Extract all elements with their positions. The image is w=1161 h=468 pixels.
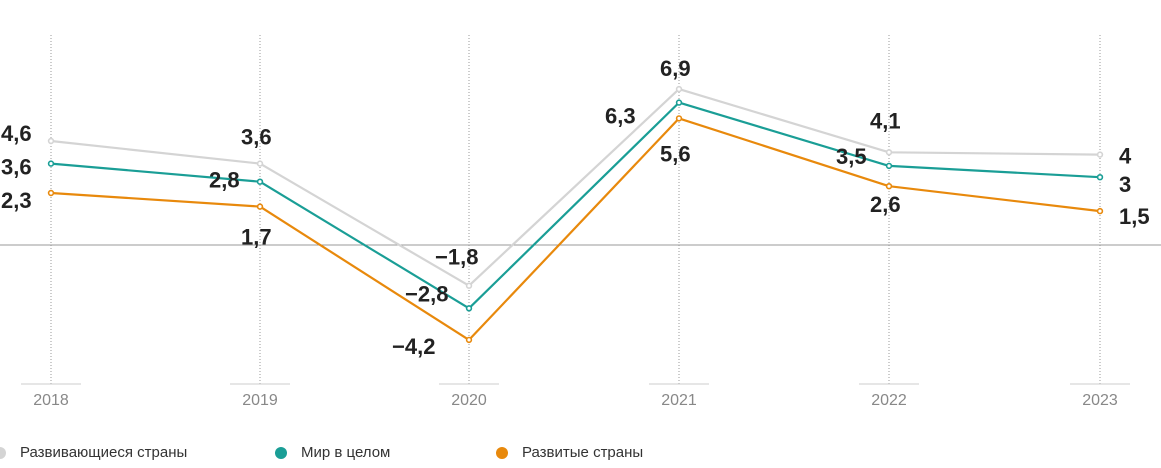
x-tick-2020: 2020	[451, 392, 487, 409]
data-label-developed-2021: 5,6	[660, 141, 691, 166]
data-label-developed-2023: 1,5	[1119, 204, 1150, 229]
series-line-developed	[50, 117, 1101, 341]
data-labels: 4,6 3,6−1,86,94,143,62,8−2,86,33,532,31,7…	[1, 56, 1150, 359]
point-developing-2019	[256, 160, 264, 167]
legend-label-world: Мир в целом	[301, 444, 391, 461]
data-label-developed-2022: 2,6	[870, 192, 901, 217]
series-line-developing	[50, 87, 1101, 287]
point-world-2023	[1096, 174, 1104, 181]
data-label-developing-2019: 3,6	[241, 125, 272, 150]
legend-dot-developed	[496, 446, 508, 459]
x-tick-2021: 2021	[661, 392, 697, 409]
data-label-world-2023: 3	[1119, 172, 1131, 197]
grid	[0, 35, 1161, 385]
legend-label-developing: Развивающиеся страны	[20, 444, 188, 461]
point-developed-2018	[47, 189, 55, 197]
data-label-developing-2020: −1,8	[435, 245, 478, 270]
x-tick-2018: 2018	[33, 392, 69, 409]
data-label-developed-2018: 2,3	[1, 188, 32, 213]
data-label-developing-2018: 4,6	[1, 121, 32, 146]
legend-item-developing: Развивающиеся страны	[0, 444, 187, 461]
point-developed-2023	[1096, 207, 1104, 215]
point-developing-2018	[47, 137, 55, 145]
point-world-2022	[885, 162, 893, 170]
data-label-world-2022: 3,5	[836, 144, 867, 169]
point-world-2018	[47, 160, 55, 167]
x-axis-ticks: 2018 2019 2020 2021 2022 2023	[33, 392, 1118, 409]
data-label-world-2021: 6,3	[605, 104, 636, 129]
legend-dot-world	[275, 446, 287, 459]
point-developing-2022	[885, 149, 893, 156]
legend: Развивающиеся страны Мир в целом Развиты…	[0, 444, 1161, 466]
point-world-2020	[465, 305, 473, 312]
data-label-world-2020: −2,8	[405, 281, 448, 306]
data-label-developing-2021: 6,9	[660, 56, 691, 81]
point-developing-2021	[675, 85, 683, 93]
x-tick-2019: 2019	[242, 392, 278, 409]
series-lines	[47, 85, 1104, 344]
data-label-developing-2023: 4	[1119, 144, 1132, 169]
point-developed-2019	[256, 203, 264, 210]
point-developed-2020	[465, 336, 473, 344]
x-tick-2022: 2022	[871, 392, 907, 409]
point-world-2021	[675, 99, 683, 106]
data-label-developed-2020: −4,2	[392, 334, 435, 359]
point-developed-2021	[675, 115, 683, 122]
point-world-2019	[256, 178, 264, 185]
legend-item-world: Мир в целом	[275, 444, 390, 461]
x-tick-2023: 2023	[1082, 392, 1118, 409]
point-developed-2022	[885, 183, 893, 190]
line-chart: 4,6 3,6−1,86,94,143,62,8−2,86,33,532,31,7…	[0, 35, 1161, 409]
data-label-developing-2022: 4,1	[870, 108, 901, 133]
series-line-world	[50, 101, 1101, 310]
data-label-world-2019: 2,8	[209, 168, 240, 193]
legend-label-developed: Развитые страны	[522, 444, 644, 461]
data-label-world-2018: 3,6	[1, 155, 32, 180]
legend-item-developed: Развитые страны	[496, 444, 643, 461]
legend-dot-developing	[0, 446, 6, 459]
point-developing-2023	[1096, 151, 1104, 158]
point-developing-2020	[465, 282, 473, 289]
data-label-developed-2019: 1,7	[241, 225, 272, 250]
